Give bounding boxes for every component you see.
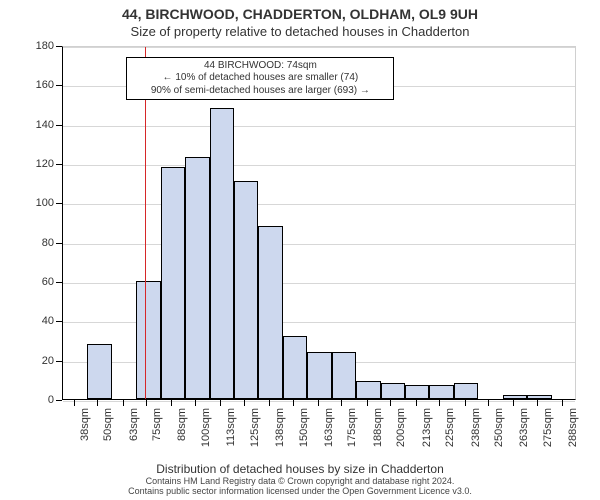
x-tick — [318, 400, 319, 406]
x-tick — [244, 400, 245, 406]
x-tick — [123, 400, 124, 406]
y-tick — [56, 361, 62, 362]
x-tick-label: 75sqm — [151, 408, 163, 463]
x-tick-label: 250sqm — [493, 408, 505, 463]
x-tick — [488, 400, 489, 406]
histogram-bar — [258, 226, 282, 399]
x-tick-label: 88sqm — [176, 408, 188, 463]
x-tick-label: 188sqm — [372, 408, 384, 463]
x-tick-label: 213sqm — [421, 408, 433, 463]
chart-footer: Contains HM Land Registry data © Crown c… — [10, 477, 590, 496]
x-tick — [416, 400, 417, 406]
y-tick-label: 140 — [28, 119, 54, 131]
x-tick — [513, 400, 514, 406]
histogram-bar — [307, 352, 331, 399]
y-tick-label: 60 — [28, 276, 54, 288]
x-tick-label: 288sqm — [567, 408, 579, 463]
histogram-bar — [381, 383, 405, 399]
histogram-bar — [185, 157, 209, 399]
histogram-bar — [429, 385, 453, 399]
x-tick — [195, 400, 196, 406]
y-tick-label: 40 — [28, 315, 54, 327]
y-tick-label: 20 — [28, 355, 54, 367]
annotation-line3: 90% of semi-detached houses are larger (… — [151, 85, 370, 96]
x-tick-label: 113sqm — [225, 408, 237, 463]
histogram-bar — [527, 395, 551, 399]
x-tick-label: 238sqm — [470, 408, 482, 463]
x-tick — [74, 400, 75, 406]
chart-title-line1: 44, BIRCHWOOD, CHADDERTON, OLDHAM, OL9 9… — [0, 6, 600, 22]
x-tick-label: 38sqm — [79, 408, 91, 463]
x-tick — [220, 400, 221, 406]
x-tick-label: 275sqm — [542, 408, 554, 463]
y-tick — [56, 282, 62, 283]
chart-container: { "titles": { "line1": "44, BIRCHWOOD, C… — [0, 0, 600, 500]
x-tick — [341, 400, 342, 406]
histogram-bar — [454, 383, 478, 399]
x-tick — [97, 400, 98, 406]
x-tick-label: 125sqm — [249, 408, 261, 463]
y-tick — [56, 321, 62, 322]
x-tick-label: 100sqm — [200, 408, 212, 463]
histogram-bar — [161, 167, 185, 399]
annotation-box: 44 BIRCHWOOD: 74sqm← 10% of detached hou… — [126, 57, 394, 101]
histogram-bar — [356, 381, 380, 399]
y-tick-label: 180 — [28, 40, 54, 52]
chart-title-line2: Size of property relative to detached ho… — [0, 24, 600, 39]
x-tick — [171, 400, 172, 406]
y-tick — [56, 85, 62, 86]
gridline — [63, 204, 575, 205]
histogram-bar — [283, 336, 307, 399]
x-tick — [390, 400, 391, 406]
footer-line2: Contains public sector information licen… — [128, 486, 472, 496]
y-tick — [56, 243, 62, 244]
y-tick-label: 160 — [28, 79, 54, 91]
x-tick-label: 263sqm — [518, 408, 530, 463]
x-tick — [293, 400, 294, 406]
y-tick — [56, 46, 62, 47]
y-tick — [56, 164, 62, 165]
y-tick — [56, 203, 62, 204]
annotation-line2: ← 10% of detached houses are smaller (74… — [163, 72, 359, 83]
x-tick — [439, 400, 440, 406]
x-tick-label: 138sqm — [274, 408, 286, 463]
x-tick-label: 200sqm — [395, 408, 407, 463]
x-tick — [465, 400, 466, 406]
gridline — [63, 165, 575, 166]
x-tick-label: 163sqm — [323, 408, 335, 463]
x-tick — [537, 400, 538, 406]
x-tick — [269, 400, 270, 406]
histogram-bar — [234, 181, 258, 399]
y-tick-label: 0 — [28, 394, 54, 406]
histogram-bar — [136, 281, 160, 399]
gridline — [63, 244, 575, 245]
plot-area: 44 BIRCHWOOD: 74sqm← 10% of detached hou… — [62, 46, 576, 400]
histogram-bar — [87, 344, 111, 399]
y-tick — [56, 125, 62, 126]
x-tick — [146, 400, 147, 406]
histogram-bar — [405, 385, 429, 399]
gridline — [63, 126, 575, 127]
x-tick — [367, 400, 368, 406]
x-tick-label: 50sqm — [102, 408, 114, 463]
y-tick-label: 120 — [28, 158, 54, 170]
x-tick-label: 63sqm — [128, 408, 140, 463]
x-tick-label: 225sqm — [444, 408, 456, 463]
x-axis-label: Distribution of detached houses by size … — [0, 462, 600, 476]
histogram-bar — [332, 352, 356, 399]
x-tick-label: 175sqm — [346, 408, 358, 463]
annotation-line1: 44 BIRCHWOOD: 74sqm — [204, 60, 317, 71]
gridline — [63, 47, 575, 48]
y-tick — [56, 400, 62, 401]
x-tick-label: 150sqm — [298, 408, 310, 463]
histogram-bar — [210, 108, 234, 399]
x-tick — [562, 400, 563, 406]
histogram-bar — [503, 395, 527, 399]
y-tick-label: 100 — [28, 197, 54, 209]
y-tick-label: 80 — [28, 237, 54, 249]
